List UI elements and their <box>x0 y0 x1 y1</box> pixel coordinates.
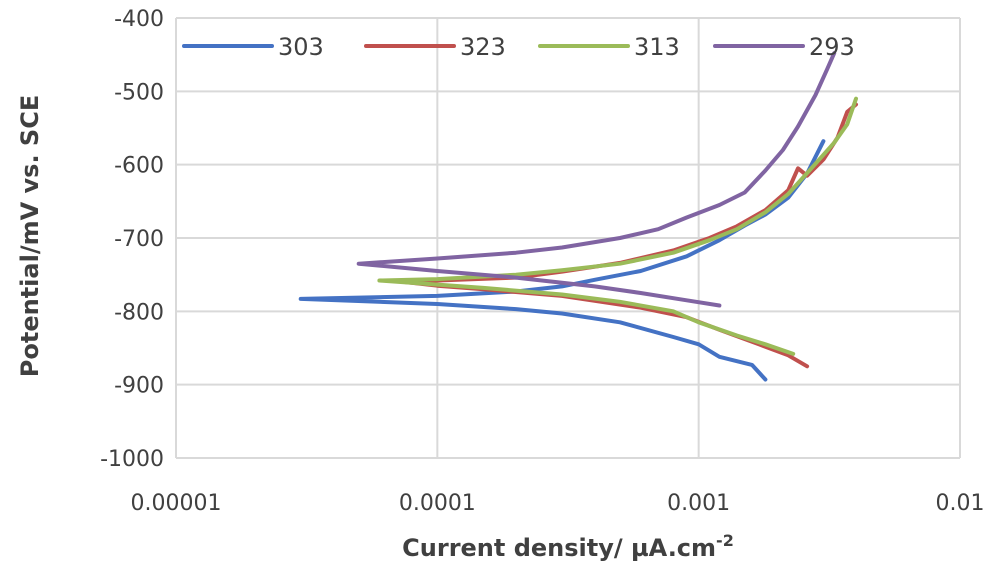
y-tick-label: -800 <box>114 300 164 325</box>
y-tick-label: -600 <box>114 154 164 179</box>
y-tick-label: -700 <box>114 227 164 252</box>
x-axis-title: Current density/ µA.cm-2 <box>402 531 734 562</box>
legend-label-293: 293 <box>809 33 855 61</box>
x-tick-label: 0.0001 <box>399 491 476 516</box>
y-tick-label: -1000 <box>100 447 164 472</box>
x-tick-label: 0.01 <box>936 491 985 516</box>
legend: 303 323 313 293 <box>182 33 855 61</box>
x-tick-label: 0.001 <box>667 491 730 516</box>
legend-label-303: 303 <box>278 33 324 61</box>
y-axis-title: Potential/mV vs. SCE <box>16 95 44 377</box>
legend-label-323: 323 <box>460 33 506 61</box>
y-tick-label: -900 <box>114 374 164 399</box>
series-line-293 <box>356 51 837 308</box>
x-tick-label: 0.00001 <box>131 491 222 516</box>
gridlines <box>175 17 961 459</box>
y-tick-label: -500 <box>114 80 164 105</box>
series-lines <box>298 51 858 382</box>
legend-label-313: 313 <box>634 33 680 61</box>
series-line-313 <box>377 96 858 356</box>
y-tick-label: -400 <box>114 7 164 32</box>
tick-labels: -400 -500 -600 -700 -800 -900 -1000 0.00001 0.00… <box>100 7 984 516</box>
